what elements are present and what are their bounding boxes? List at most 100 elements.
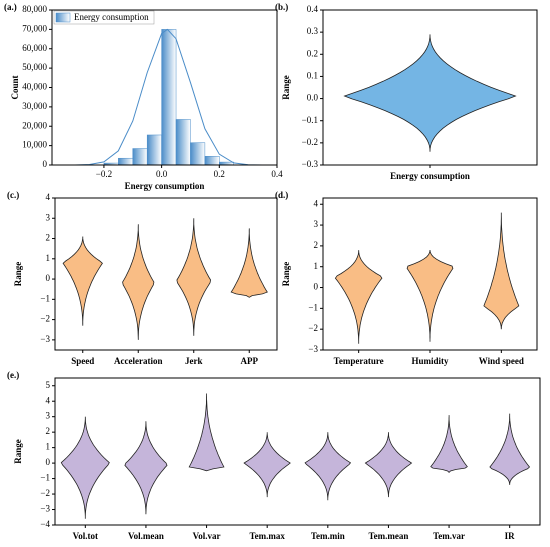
x-tick-label: Acceleration [114,356,162,366]
y-tick-label: −2 [40,314,50,324]
y-tick-label: −3 [40,334,50,344]
y-tick-label: −1 [40,293,50,303]
x-tick-label: Temperature [334,356,384,366]
panel-label: (b.) [275,2,288,12]
violin [60,416,110,519]
x-tick-label: Jerk [185,356,203,366]
violin [304,432,352,501]
x-tick-label: Wind speed [479,356,524,366]
y-tick-label: 5 [46,380,51,390]
y-tick-label: 4 [314,198,319,208]
bar [190,142,206,166]
x-tick-label: APP [241,356,259,366]
plot-frame [322,197,538,351]
violin [364,432,413,498]
y-tick-label: −2 [308,323,318,333]
y-tick-label: −4 [40,519,50,529]
x-tick-label: 0.0 [156,169,168,179]
x-tick-label: Tem.max [249,531,285,541]
y-tick-label: 0 [43,159,48,169]
legend-swatch [55,12,71,23]
y-tick-label: 0 [314,282,319,292]
violin [483,212,520,330]
y-tick-label: 3 [314,219,319,229]
y-tick-label: 50,000 [22,62,47,72]
x-tick-label: Vol.tot [73,531,98,541]
violin [243,432,291,498]
y-tick-label: 80,000 [22,4,47,14]
plot-frame [322,9,538,166]
y-tick-label: −2 [40,488,50,498]
x-tick-label: Vol.var [193,531,221,541]
panel-label: (a.) [4,2,17,12]
x-tick-label: 0.2 [214,169,225,179]
y-axis-label: Range [13,262,23,287]
y-tick-label: −3 [40,504,50,514]
x-tick-label: Tem.min [311,531,345,541]
panel-label: (e.) [7,370,19,380]
y-tick-label: 0.2 [307,48,318,58]
violin [334,250,383,344]
y-axis-label: Count [10,75,20,99]
x-tick-label: 0.4 [271,169,283,179]
bar [175,119,191,166]
violin [176,218,212,336]
y-tick-label: 2 [314,240,319,250]
violin [122,224,155,340]
y-tick-label: −3 [308,344,318,354]
plot-frame [51,9,278,166]
y-tick-label: 1 [46,442,51,452]
x-tick-label: Humidity [411,356,449,366]
y-tick-label: −1 [308,302,318,312]
x-axis-label: Energy consumption [125,181,205,191]
x-tick-label: Vol.mean [128,531,164,541]
y-tick-label: −0.3 [302,159,319,169]
y-tick-label: 0.0 [307,93,319,103]
bar [132,148,148,166]
y-tick-label: 4 [46,192,51,202]
violin [343,34,517,152]
y-tick-label: 0.3 [307,26,319,36]
y-tick-label: 60,000 [22,43,47,53]
violin [406,250,454,342]
violin [230,228,268,298]
y-tick-label: 1 [46,253,51,263]
x-tick-label: Energy consumption [390,171,470,181]
y-tick-label: 2 [46,233,51,243]
legend-label: Energy consumption [74,12,149,22]
panel-label: (c.) [7,190,19,200]
violin [124,421,168,515]
bar [118,157,134,166]
y-tick-label: −0.1 [302,115,318,125]
bar [204,156,220,166]
violin [188,393,225,472]
y-axis-label: Range [281,75,291,100]
x-tick-label: Speed [71,356,94,366]
y-tick-label: 10,000 [22,140,47,150]
y-tick-label: 0 [46,457,51,467]
y-tick-label: 40,000 [22,82,47,92]
y-tick-label: 2 [46,426,51,436]
y-tick-label: −1 [40,473,50,483]
violin [62,236,103,326]
y-tick-label: 3 [46,212,51,222]
violin [430,415,468,473]
y-tick-label: 4 [46,395,51,405]
bar [146,134,162,166]
y-tick-label: 3 [46,411,51,421]
y-tick-label: 70,000 [22,23,47,33]
y-tick-label: 20,000 [22,120,47,130]
x-tick-label: −0.2 [96,169,112,179]
panel-label: (d.) [275,190,288,200]
violin [489,413,531,485]
plot-frame [54,197,278,351]
y-tick-label: 0.1 [307,70,318,80]
y-tick-label: 0.4 [307,4,319,14]
y-axis-label: Range [281,262,291,287]
x-tick-label: Tem.var [433,531,465,541]
y-tick-label: 1 [314,261,319,271]
x-tick-label: IR [505,531,516,541]
y-tick-label: −0.2 [302,137,318,147]
y-axis-label: Range [13,439,23,464]
